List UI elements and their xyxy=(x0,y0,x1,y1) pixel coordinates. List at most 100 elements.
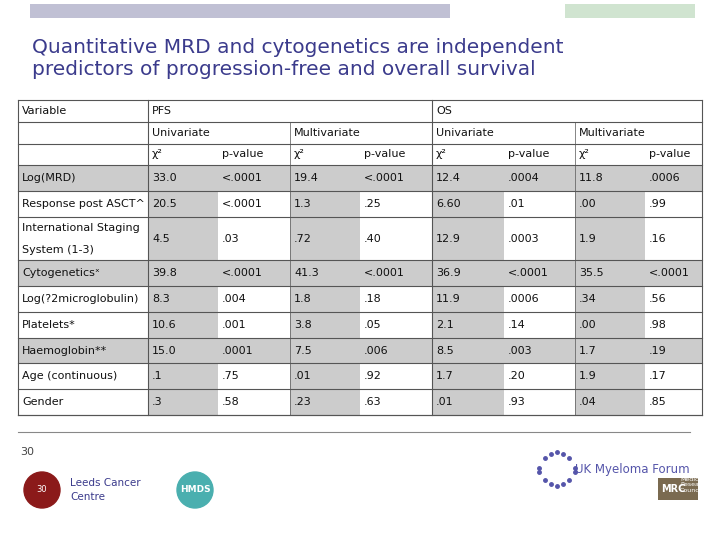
Text: Medical
Research
Council: Medical Research Council xyxy=(680,477,709,494)
Text: .34: .34 xyxy=(579,294,597,304)
Bar xyxy=(432,338,504,363)
Bar xyxy=(575,165,645,191)
Text: .01: .01 xyxy=(436,397,454,407)
Bar xyxy=(432,260,504,286)
Circle shape xyxy=(24,472,60,508)
Text: 7.5: 7.5 xyxy=(294,346,312,356)
Text: .05: .05 xyxy=(364,320,382,330)
Text: <.0001: <.0001 xyxy=(222,268,263,278)
Bar xyxy=(148,217,218,260)
Text: .03: .03 xyxy=(222,234,240,244)
Text: .85: .85 xyxy=(649,397,667,407)
Text: Age (continuous): Age (continuous) xyxy=(22,372,117,381)
Text: 11.9: 11.9 xyxy=(436,294,461,304)
Text: 1.9: 1.9 xyxy=(579,372,597,381)
Text: Log(MRD): Log(MRD) xyxy=(22,173,76,183)
Text: .16: .16 xyxy=(649,234,667,244)
Text: Univariate: Univariate xyxy=(436,127,494,138)
Text: 20.5: 20.5 xyxy=(152,199,176,209)
Bar xyxy=(30,4,450,18)
Text: .0001: .0001 xyxy=(222,346,253,356)
Text: 1.9: 1.9 xyxy=(579,234,597,244)
Text: .23: .23 xyxy=(294,397,312,407)
Bar xyxy=(658,478,698,500)
Bar xyxy=(432,165,504,191)
Text: 30: 30 xyxy=(37,485,48,495)
Text: PFS: PFS xyxy=(152,106,172,116)
Bar xyxy=(290,312,360,338)
Bar xyxy=(504,165,575,191)
Text: .58: .58 xyxy=(222,397,240,407)
Text: predictors of progression-free and overall survival: predictors of progression-free and overa… xyxy=(32,60,536,79)
Bar xyxy=(290,338,360,363)
Text: 6.60: 6.60 xyxy=(436,199,461,209)
Text: <.0001: <.0001 xyxy=(222,173,263,183)
Text: .04: .04 xyxy=(579,397,597,407)
Text: .75: .75 xyxy=(222,372,240,381)
Text: 1.3: 1.3 xyxy=(294,199,312,209)
Text: .0003: .0003 xyxy=(508,234,539,244)
Bar xyxy=(504,338,575,363)
Text: 12.4: 12.4 xyxy=(436,173,461,183)
Text: <.0001: <.0001 xyxy=(508,268,549,278)
Bar xyxy=(432,286,504,312)
Text: .93: .93 xyxy=(508,397,526,407)
Text: χ²: χ² xyxy=(294,150,305,159)
Bar xyxy=(360,338,432,363)
Text: Haemoglobin**: Haemoglobin** xyxy=(22,346,107,356)
Bar xyxy=(18,165,148,191)
Text: p-value: p-value xyxy=(649,150,690,159)
Bar xyxy=(432,389,504,415)
Text: Variable: Variable xyxy=(22,106,67,116)
Text: OS: OS xyxy=(436,106,452,116)
Text: HMDS: HMDS xyxy=(180,485,210,495)
Text: 4.5: 4.5 xyxy=(152,234,170,244)
Text: 41.3: 41.3 xyxy=(294,268,319,278)
Text: .20: .20 xyxy=(508,372,526,381)
Text: .0004: .0004 xyxy=(508,173,540,183)
Bar xyxy=(432,363,504,389)
Text: 11.8: 11.8 xyxy=(579,173,604,183)
Bar xyxy=(645,165,702,191)
Text: .56: .56 xyxy=(649,294,667,304)
Bar xyxy=(148,260,218,286)
Bar xyxy=(148,363,218,389)
Text: .25: .25 xyxy=(364,199,382,209)
Text: 2.1: 2.1 xyxy=(436,320,454,330)
Bar xyxy=(504,260,575,286)
Text: International Staging: International Staging xyxy=(22,223,140,233)
Text: 39.8: 39.8 xyxy=(152,268,177,278)
Text: .40: .40 xyxy=(364,234,382,244)
Bar xyxy=(565,4,695,18)
Text: p-value: p-value xyxy=(508,150,549,159)
Bar xyxy=(575,217,645,260)
Bar xyxy=(148,338,218,363)
Text: .72: .72 xyxy=(294,234,312,244)
Text: UK Myeloma Forum: UK Myeloma Forum xyxy=(575,463,690,476)
Text: Univariate: Univariate xyxy=(152,127,210,138)
Text: χ²: χ² xyxy=(436,150,447,159)
Text: 12.9: 12.9 xyxy=(436,234,461,244)
Bar xyxy=(18,260,148,286)
Text: .0006: .0006 xyxy=(508,294,539,304)
Text: Platelets*: Platelets* xyxy=(22,320,76,330)
Text: 33.0: 33.0 xyxy=(152,173,176,183)
Text: .0006: .0006 xyxy=(649,173,680,183)
Bar xyxy=(575,312,645,338)
Text: .63: .63 xyxy=(364,397,382,407)
Text: 19.4: 19.4 xyxy=(294,173,319,183)
Text: .18: .18 xyxy=(364,294,382,304)
Text: .00: .00 xyxy=(579,199,597,209)
Text: .004: .004 xyxy=(222,294,247,304)
Text: 8.3: 8.3 xyxy=(152,294,170,304)
Text: .001: .001 xyxy=(222,320,247,330)
Text: χ²: χ² xyxy=(152,150,163,159)
Bar xyxy=(575,338,645,363)
Bar xyxy=(290,389,360,415)
Bar xyxy=(360,165,432,191)
Bar xyxy=(148,286,218,312)
Text: Gender: Gender xyxy=(22,397,63,407)
Bar xyxy=(290,363,360,389)
Text: .01: .01 xyxy=(508,199,526,209)
Bar xyxy=(218,338,290,363)
